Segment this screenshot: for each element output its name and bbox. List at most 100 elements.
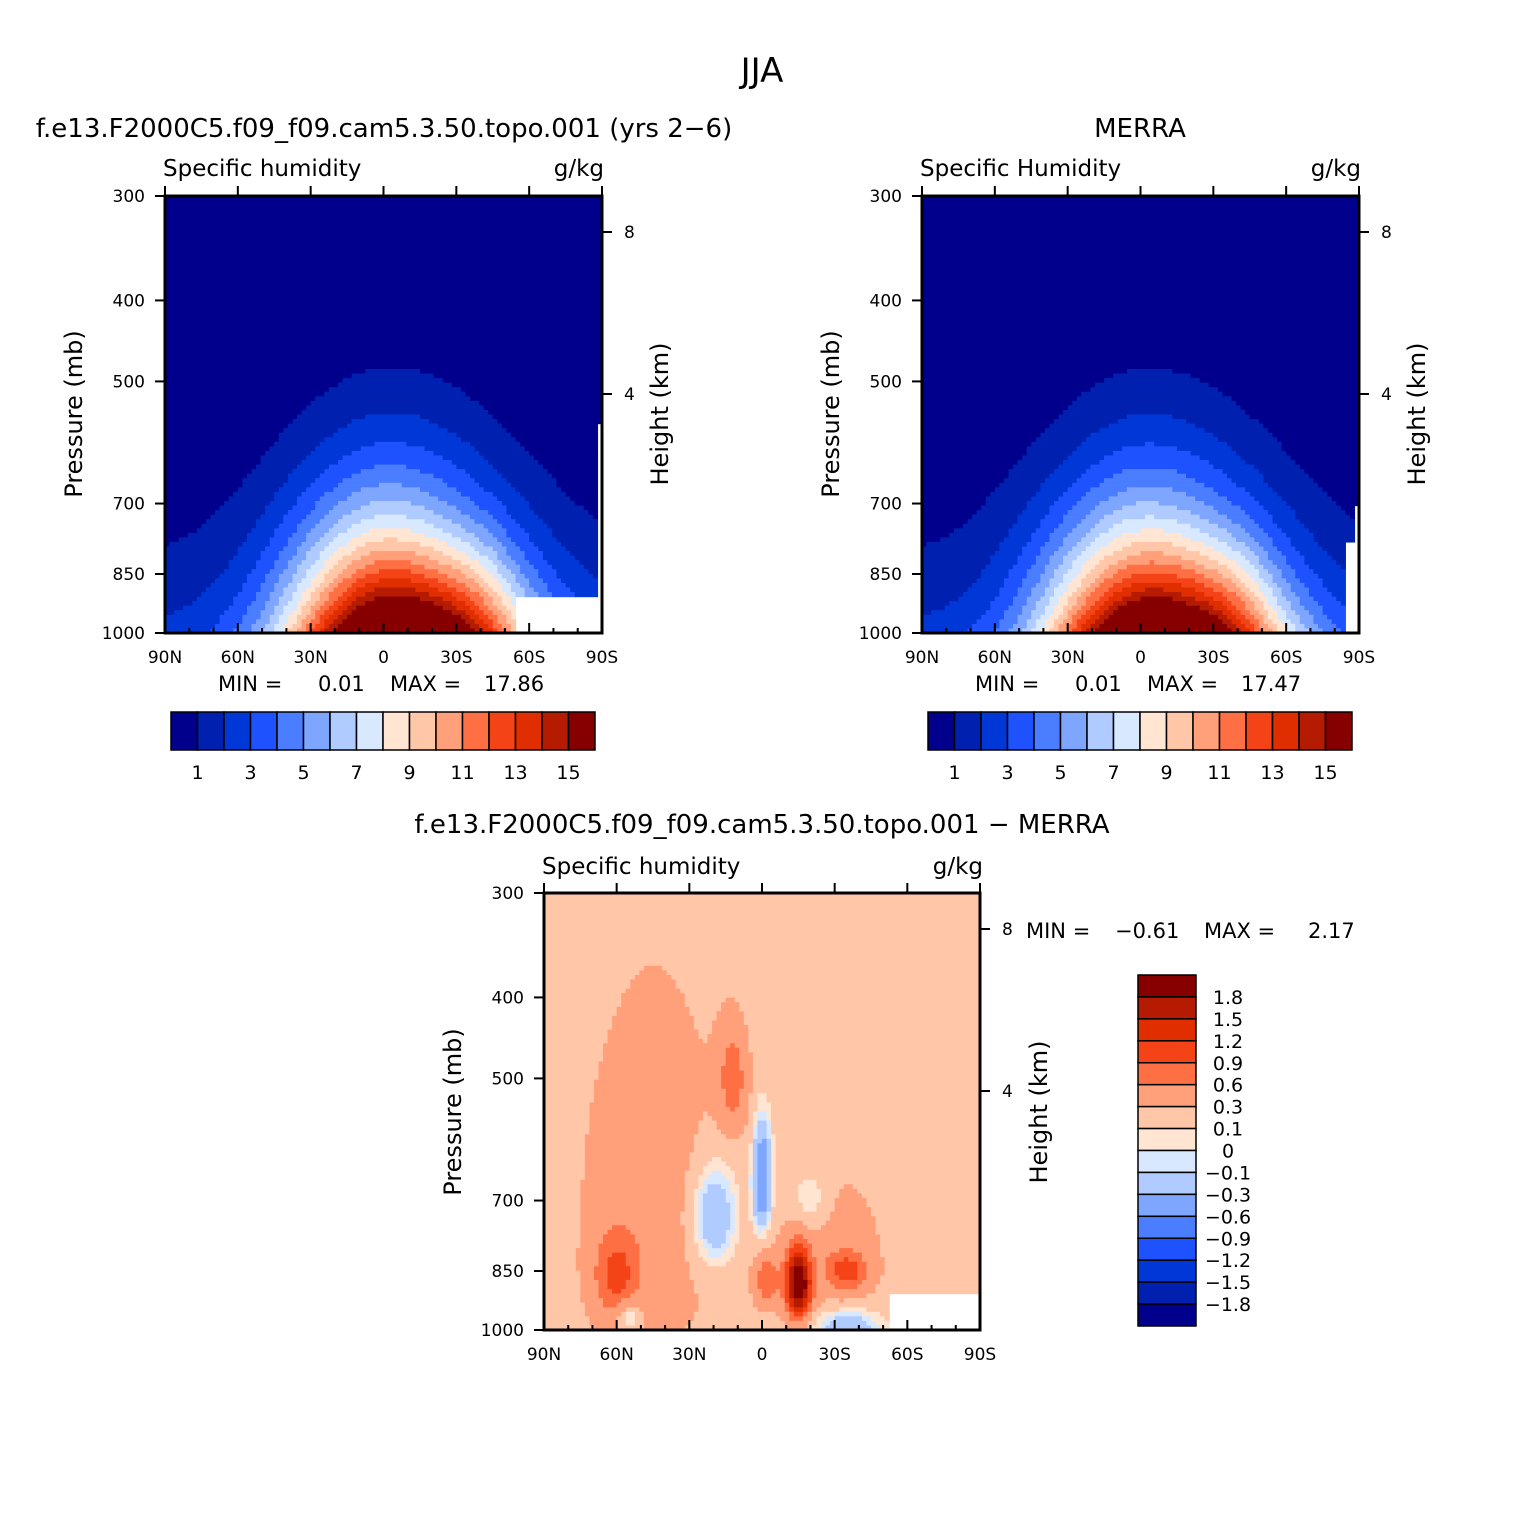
contour-band	[802, 1307, 809, 1313]
contour-band	[922, 273, 1359, 279]
contour-band	[1208, 601, 1224, 607]
contour-band	[721, 1006, 740, 1012]
contour-band	[771, 1216, 831, 1222]
contour-band	[242, 478, 289, 484]
colorbar-box	[1137, 1281, 1197, 1305]
contour-band	[607, 1284, 627, 1290]
contour-band	[589, 1111, 704, 1117]
contour-band	[748, 1111, 754, 1117]
contour-band	[1094, 564, 1110, 570]
contour-band	[811, 1289, 818, 1295]
contour-band	[1231, 532, 1251, 538]
contour-band	[748, 1147, 754, 1154]
contour-band	[165, 264, 602, 270]
contour-band	[748, 1102, 759, 1108]
colorbar-box	[1165, 711, 1194, 751]
contour-band	[1081, 496, 1110, 502]
contour-band	[474, 500, 503, 507]
max-value: 17.47	[1241, 672, 1301, 696]
contour-band	[1308, 587, 1328, 593]
y2-axis-label: Height (km)	[646, 343, 674, 486]
contour-band	[985, 564, 1014, 570]
contour-band	[319, 537, 335, 543]
contour-band	[529, 450, 599, 457]
contour-band	[310, 596, 321, 602]
contour-band	[1263, 592, 1274, 598]
contour-band	[630, 1275, 640, 1281]
contour-band	[533, 455, 599, 461]
contour-band	[981, 505, 1028, 511]
contour-band	[621, 1298, 700, 1304]
contour-band	[488, 460, 539, 466]
contour-band	[825, 1261, 836, 1267]
contour-band	[825, 1325, 872, 1330]
contour-band	[922, 309, 1359, 315]
contour-band	[789, 1307, 795, 1313]
contour-band	[1213, 505, 1242, 511]
contour-band	[1090, 387, 1219, 393]
contour-band	[1026, 601, 1037, 607]
contour-band	[1035, 560, 1051, 566]
contour-band	[1058, 614, 1069, 620]
y2-axis-label: Height (km)	[1403, 343, 1431, 486]
contour-band	[698, 1243, 704, 1249]
contour-band	[1272, 487, 1324, 493]
contour-band	[1190, 510, 1219, 516]
contour-band	[1331, 619, 1346, 625]
contour-band	[278, 551, 298, 557]
contour-band	[242, 482, 284, 488]
contour-band	[1254, 537, 1274, 543]
contour-band	[544, 1061, 600, 1067]
contour-band	[1003, 537, 1032, 543]
y2-axis-label: Height (km)	[1025, 1041, 1053, 1184]
contour-band	[506, 619, 517, 625]
contour-band	[187, 532, 248, 538]
contour-band	[634, 974, 672, 981]
contour-band	[1090, 605, 1101, 611]
contour-band	[544, 961, 980, 967]
contour-band	[301, 623, 307, 630]
contour-band	[328, 592, 344, 598]
contour-band	[730, 1207, 736, 1213]
colorbar-label: 0.1	[1213, 1119, 1243, 1141]
contour-band	[675, 984, 980, 990]
contour-band	[1295, 610, 1310, 616]
contour-band	[278, 432, 335, 438]
contour-band	[429, 555, 453, 561]
contour-band	[861, 1279, 881, 1286]
contour-band	[378, 482, 403, 488]
contour-band	[990, 605, 1010, 611]
contour-band	[497, 592, 507, 598]
contour-band	[337, 428, 448, 434]
contour-band	[465, 551, 480, 557]
contour-band	[1085, 514, 1105, 520]
contour-band	[1304, 555, 1333, 561]
contour-band	[483, 541, 503, 548]
contour-band	[544, 970, 640, 976]
contour-band	[465, 619, 476, 625]
contour-band	[630, 1293, 700, 1299]
contour-band	[684, 1229, 695, 1235]
contour-band	[219, 573, 248, 579]
contour-band	[529, 500, 576, 507]
contour-band	[730, 1188, 740, 1195]
contour-band	[1017, 560, 1037, 566]
contour-band	[1313, 537, 1356, 543]
colorbar-box	[1139, 711, 1168, 751]
contour-band	[1263, 564, 1278, 570]
contour-band	[884, 1261, 980, 1267]
contour-band	[433, 601, 453, 607]
contour-band	[1277, 601, 1292, 607]
contour-band	[972, 582, 1005, 589]
colorbar-box	[223, 711, 252, 751]
colorbar-box	[196, 711, 225, 751]
contour-band	[922, 610, 932, 616]
contour-band	[857, 1188, 980, 1195]
contour-band	[1258, 560, 1274, 566]
contour-band	[752, 1302, 786, 1308]
contour-band	[1295, 573, 1319, 579]
contour-band	[1081, 441, 1146, 447]
contour-band	[1113, 473, 1187, 479]
contour-band	[625, 1225, 686, 1231]
colorbar-box	[461, 711, 490, 751]
